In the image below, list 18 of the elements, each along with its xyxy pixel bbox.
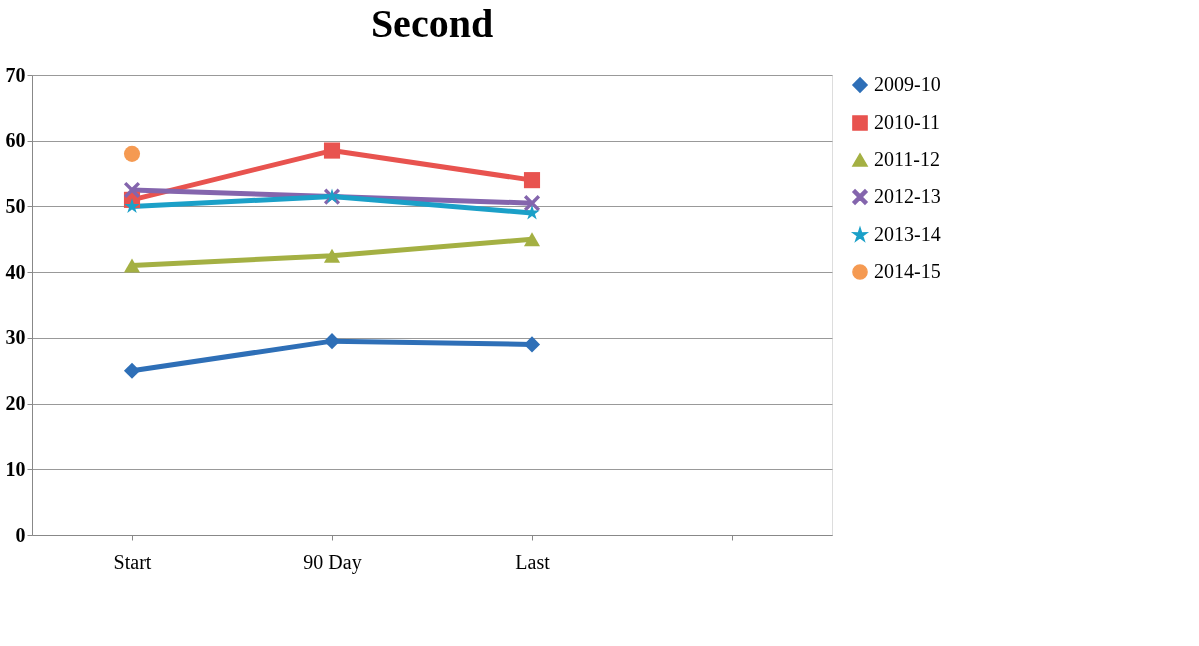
y-tick-label: 0 bbox=[15, 523, 26, 546]
legend-label: 2010-11 bbox=[874, 111, 940, 133]
y-tick-label: 10 bbox=[5, 457, 26, 480]
y-tick-label: 40 bbox=[5, 260, 26, 283]
y-tick-label: 30 bbox=[5, 326, 26, 349]
chart-title: Second bbox=[370, 1, 494, 46]
x-tick-label: Start bbox=[113, 550, 152, 573]
legend-label: 2011-12 bbox=[874, 148, 940, 170]
legend-label: 2014-15 bbox=[874, 260, 941, 282]
y-tick-label: 60 bbox=[5, 129, 26, 152]
y-tick-label: 50 bbox=[5, 194, 26, 217]
legend-label: 2013-14 bbox=[874, 223, 941, 245]
y-tick-label: 70 bbox=[5, 63, 26, 86]
x-tick-label: Last bbox=[515, 550, 551, 573]
y-tick-label: 20 bbox=[5, 392, 26, 415]
legend-label: 2009-10 bbox=[874, 73, 941, 95]
legend-label: 2012-13 bbox=[874, 185, 941, 207]
x-tick-label: 90 Day bbox=[303, 550, 362, 574]
